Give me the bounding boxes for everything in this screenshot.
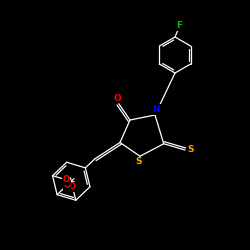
- Text: O: O: [62, 175, 69, 184]
- Text: N: N: [152, 105, 160, 114]
- Text: S: S: [187, 146, 194, 154]
- Text: S: S: [136, 157, 142, 166]
- Text: F: F: [176, 21, 182, 30]
- Text: O: O: [69, 182, 76, 191]
- Text: O: O: [64, 181, 70, 190]
- Text: O: O: [114, 94, 122, 103]
